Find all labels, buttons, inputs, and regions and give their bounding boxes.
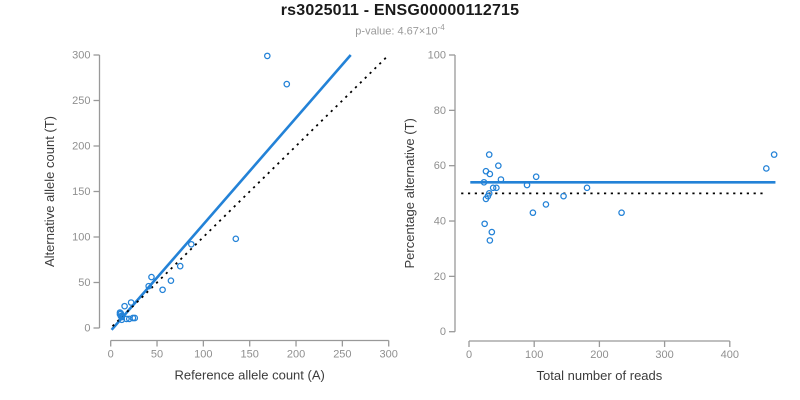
y-tick-label: 250: [72, 95, 90, 107]
data-point: [523, 181, 531, 189]
x-tick-label: 0: [466, 349, 472, 361]
page-title: rs3025011 - ENSG00000112715: [280, 2, 520, 19]
data-point: [485, 151, 493, 158]
data-point: [117, 312, 125, 320]
y-axis-title: Percentage alternative (T): [402, 118, 417, 268]
data-point: [232, 235, 240, 243]
x-tick-label: 100: [525, 349, 543, 361]
x-axis-title: Reference allele count (A): [175, 368, 325, 383]
data-point: [762, 165, 770, 172]
data-point: [187, 240, 195, 248]
x-tick-label: 400: [721, 349, 739, 361]
x-tick-label: 100: [194, 349, 212, 361]
y-tick-label: 0: [84, 323, 90, 335]
data-point: [118, 316, 126, 324]
x-tick-label: 200: [287, 349, 305, 361]
y-tick-label: 60: [434, 160, 446, 172]
pvalue-subtitle: p-value: 4.67×10-4: [0, 23, 800, 38]
data-point: [167, 277, 175, 285]
y-tick-label: 20: [434, 271, 446, 283]
data-point: [131, 314, 139, 322]
y-tick-label: 200: [72, 141, 90, 153]
data-point: [583, 184, 591, 192]
data-point: [532, 173, 540, 181]
identity-line: [111, 56, 388, 327]
data-point: [148, 273, 155, 281]
data-point: [493, 184, 500, 192]
data-point: [176, 262, 184, 270]
y-tick-label: 300: [72, 50, 90, 62]
data-point: [283, 80, 291, 88]
data-point: [542, 201, 550, 208]
x-tick-label: 300: [655, 349, 673, 361]
pvalue-exponent: -4: [437, 23, 445, 32]
x-axis-title: Total number of reads: [537, 368, 663, 383]
data-point: [486, 237, 494, 244]
data-point: [481, 220, 488, 228]
data-point: [489, 184, 497, 192]
x-tick-label: 250: [333, 349, 351, 361]
data-point: [123, 315, 130, 323]
data-point: [263, 52, 271, 60]
right-plot: 0 20 40 60 80 100 0 100 200 300 400 Total number of…: [402, 50, 778, 383]
data-point: [488, 228, 496, 236]
data-point: [117, 310, 125, 317]
y-tick-label: 100: [72, 232, 90, 244]
data-point: [121, 302, 128, 310]
data-point: [529, 209, 537, 217]
data-point: [127, 299, 135, 306]
data-point: [618, 209, 625, 217]
y-tick-label: 80: [434, 105, 446, 117]
regression-line: [110, 54, 352, 331]
x-tick-label: 150: [241, 349, 259, 361]
left-plot: 0 50 100 150 200 250 300 0 50 100 150 200 250 300 Refe…: [42, 50, 398, 383]
y-tick-label: 50: [78, 277, 90, 289]
y-tick-label: 150: [72, 186, 90, 198]
data-point: [495, 162, 502, 170]
data-point: [480, 178, 488, 186]
pvalue-label: p-value:: [355, 25, 398, 38]
y-tick-label: 100: [428, 50, 446, 62]
chart-header: rs3025011 - ENSG00000112715 p-value: 4.6…: [0, 2, 800, 38]
x-tick-label: 200: [590, 349, 608, 361]
data-point: [560, 192, 567, 200]
y-axis-title: Alternative allele count (T): [42, 116, 57, 267]
pvalue-value: 4.67×10: [397, 25, 438, 38]
data-point: [485, 190, 493, 197]
y-tick-label: 40: [434, 216, 446, 228]
y-tick-label: 0: [440, 326, 446, 338]
data-point: [486, 170, 494, 178]
data-point: [770, 151, 778, 158]
data-point: [497, 176, 505, 183]
data-point: [159, 286, 166, 294]
x-tick-label: 0: [108, 349, 114, 361]
data-point: [145, 282, 153, 290]
x-tick-label: 50: [151, 349, 163, 361]
x-tick-label: 300: [380, 349, 398, 361]
